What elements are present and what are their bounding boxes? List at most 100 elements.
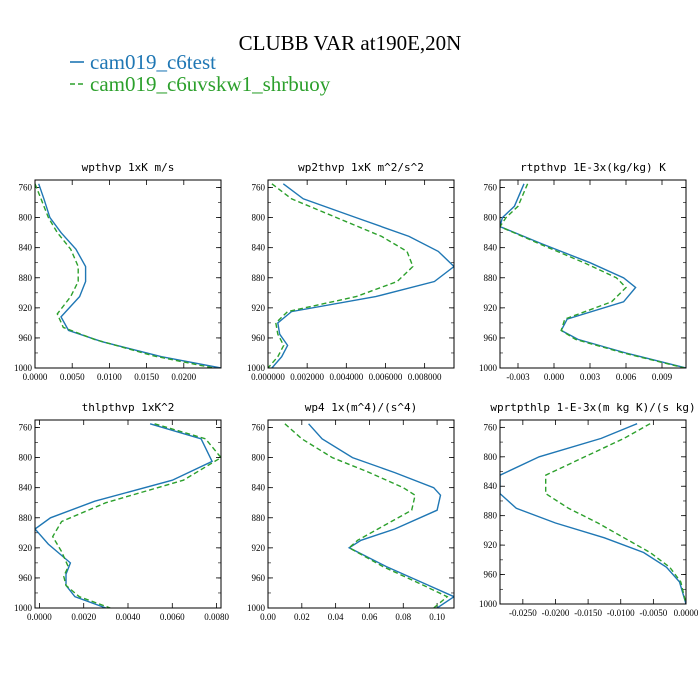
x-tick-label: -0.0050	[639, 608, 667, 618]
y-tick-label: 840	[252, 483, 266, 493]
series-line-0	[271, 183, 454, 368]
y-tick-label: 840	[19, 483, 33, 493]
legend-label-0: cam019_c6test	[90, 50, 216, 74]
y-tick-label: 800	[484, 452, 498, 462]
x-tick-label: 0.08	[395, 612, 411, 622]
y-tick-label: 800	[252, 213, 266, 223]
panel-0: wpthvp 1xK m/s76080084088092096010000.00…	[14, 161, 222, 382]
x-tick-label: 0.0050	[60, 372, 85, 382]
x-tick-label: 0.003	[580, 372, 601, 382]
y-tick-label: 760	[484, 183, 498, 193]
x-tick-label: 0.009	[652, 372, 673, 382]
y-tick-label: 960	[252, 573, 266, 583]
y-tick-label: 760	[19, 423, 33, 433]
y-tick-label: 920	[19, 543, 33, 553]
y-tick-label: 920	[484, 303, 498, 313]
y-tick-label: 1000	[247, 363, 266, 373]
x-tick-label: 0.0020	[71, 612, 96, 622]
series-line-1	[51, 423, 221, 608]
x-tick-label: 0.000000	[251, 372, 285, 382]
x-tick-label: -0.0250	[509, 608, 537, 618]
x-tick-label: 0.008000	[408, 372, 442, 382]
series-line-1	[545, 423, 686, 604]
x-tick-label: 0.0040	[116, 612, 141, 622]
y-tick-label: 880	[19, 513, 33, 523]
y-tick-label: 800	[484, 213, 498, 223]
plot-frame	[499, 179, 687, 369]
y-tick-label: 920	[19, 303, 33, 313]
panel-title: wp4 1x(m^4)/(s^4)	[305, 401, 418, 414]
panel-5: wprtpthlp 1-E-3x(m kg K)/(s kg) 760 800 840…	[479, 401, 699, 618]
y-tick-label: 1000	[479, 599, 498, 609]
panel-title: thlpthvp 1xK^2	[82, 401, 175, 414]
series-line-0	[308, 423, 454, 608]
series-line-0	[500, 423, 686, 604]
y-tick-label: 920	[252, 303, 266, 313]
x-tick-label: 0.06	[362, 612, 378, 622]
x-tick-label: -0.0200	[542, 608, 570, 618]
y-tick-label: 880	[484, 273, 498, 283]
x-tick-label: 0.0080	[204, 612, 229, 622]
y-tick-label: 960	[252, 333, 266, 343]
y-tick-label: 960	[19, 573, 33, 583]
x-tick-label: 0.006	[616, 372, 637, 382]
series-line-1	[284, 423, 449, 608]
y-tick-label: 760	[252, 423, 266, 433]
figure-title: CLUBB VAR at190E,20N	[239, 31, 462, 55]
x-tick-label: 0.000	[544, 372, 565, 382]
x-tick-label: 0.0100	[97, 372, 122, 382]
y-tick-label: 840	[484, 243, 498, 253]
legend-label-1: cam019_c6uvskw1_shrbuoy	[90, 72, 331, 96]
y-tick-label: 840	[484, 481, 498, 491]
x-tick-label: 0.0000	[674, 608, 699, 618]
x-tick-label: 0.0060	[160, 612, 185, 622]
series-line-0	[500, 183, 686, 368]
y-tick-label: 800	[252, 453, 266, 463]
panel-title: wp2thvp 1xK m^2/s^2	[298, 161, 424, 174]
y-tick-label: 960	[19, 333, 33, 343]
y-tick-label: 760	[252, 183, 266, 193]
x-tick-label: 0.00	[260, 612, 276, 622]
y-tick-label: 760	[19, 183, 33, 193]
y-tick-label: 880	[252, 273, 266, 283]
plot-frame	[499, 419, 687, 605]
series-line-1	[35, 183, 214, 368]
series-line-1	[268, 183, 414, 368]
x-tick-label: 0.006000	[369, 372, 403, 382]
panels: wpthvp 1xK m/s76080084088092096010000.00…	[14, 161, 699, 622]
y-tick-label: 920	[484, 540, 498, 550]
y-tick-label: 800	[19, 213, 33, 223]
y-tick-label: 840	[19, 243, 33, 253]
y-tick-label: 880	[252, 513, 266, 523]
x-tick-label: 0.0000	[27, 612, 52, 622]
x-tick-label: 0.0150	[134, 372, 159, 382]
x-tick-label: 0.02	[294, 612, 310, 622]
y-tick-label: 960	[484, 570, 498, 580]
x-tick-label: 0.002000	[290, 372, 324, 382]
y-tick-label: 760	[484, 422, 498, 432]
series-line-0	[35, 423, 214, 608]
series-line-0	[38, 183, 221, 368]
y-tick-label: 1000	[14, 363, 33, 373]
plot-frame	[34, 419, 222, 609]
x-tick-label: -0.003	[506, 372, 530, 382]
panel-title: wpthvp 1xK m/s	[82, 161, 175, 174]
y-tick-label: 1000	[479, 363, 498, 373]
y-tick-label: 920	[252, 543, 266, 553]
y-tick-label: 1000	[14, 603, 33, 613]
plot-frame	[267, 179, 455, 369]
y-tick-label: 800	[19, 453, 33, 463]
y-tick-label: 960	[484, 333, 498, 343]
y-tick-label: 840	[252, 243, 266, 253]
x-tick-label: -0.0150	[574, 608, 602, 618]
panel-1: wp2thvp 1xK m^2/s^2 760 800 840 880 920 960 100…	[247, 161, 455, 382]
y-tick-label: 880	[19, 273, 33, 283]
y-tick-label: 1000	[247, 603, 266, 613]
panel-title: rtpthvp 1E-3x(kg/kg) K	[520, 161, 666, 174]
x-tick-label: 0.10	[429, 612, 445, 622]
legend: cam019_c6test cam019_c6uvskw1_shrbuoy	[70, 50, 331, 96]
x-tick-label: -0.0100	[607, 608, 635, 618]
x-tick-label: 0.0000	[23, 372, 48, 382]
panel-title: wprtpthlp 1-E-3x(m kg K)/(s kg)	[490, 401, 695, 414]
